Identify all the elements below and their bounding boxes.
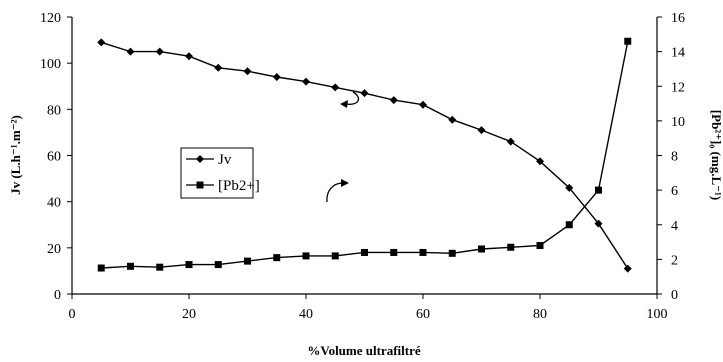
data-point-pb [361,248,368,256]
data-point-jv [477,126,486,135]
arrow-to-right-axis [326,182,344,203]
right-y-tick-label: 0 [671,288,678,303]
data-point-jv [565,183,574,192]
right-y-tick-label: 16 [671,11,685,26]
data-point-pb [448,249,456,257]
right-y-axis-title: [Pb²⁺]₀ (mg.L⁻¹) [709,110,723,200]
x-tick-label: 0 [69,307,76,322]
data-point-jv [214,63,223,72]
right-y-tick-label: 8 [671,150,678,165]
left-y-tick-label: 20 [47,242,61,257]
arrow-to-right-axis-head [341,179,349,187]
legend-marker-pb [196,181,204,189]
left-y-tick-label: 100 [40,57,61,72]
left-y-tick-label: 0 [54,288,61,303]
data-point-jv [448,115,457,124]
right-y-tick-label: 10 [671,115,685,130]
data-point-pb [536,242,544,250]
data-point-pb [127,262,134,270]
right-y-tick-label: 12 [671,80,685,95]
data-point-pb [595,186,602,194]
data-point-pb [507,243,515,251]
data-point-jv [360,89,369,98]
data-point-jv [331,83,340,92]
x-tick-label: 40 [299,307,313,322]
data-point-jv [97,38,106,47]
right-y-tick-label: 6 [671,184,678,199]
legend-box [180,147,254,199]
data-point-pb [273,254,281,262]
right-y-tick-label: 4 [671,219,678,234]
left-y-tick-label: 80 [47,103,61,118]
left-y-axis-title: Jv (L.h⁻¹.m⁻²) [8,115,23,195]
data-point-pb [390,248,398,256]
data-point-jv [185,52,193,61]
data-point-pb [478,245,485,253]
data-point-jv [623,264,632,273]
data-point-jv [419,100,427,109]
data-point-jv [155,47,164,56]
data-point-pb [244,257,251,265]
data-point-jv [594,219,603,228]
data-point-pb [565,221,573,229]
data-point-pb [97,264,105,272]
x-tick-label: 20 [182,307,196,322]
left-y-tick-label: 120 [40,11,61,26]
data-point-jv [536,157,544,166]
legend-label-jv: Jv [218,152,232,168]
data-point-pb [331,252,339,260]
data-point-jv [302,77,310,86]
data-point-pb [624,37,632,45]
data-point-pb [185,261,193,269]
left-y-tick-label: 40 [47,196,61,211]
data-point-jv [389,96,398,105]
x-axis-title: %Volume ultrafiltré [307,343,420,358]
data-point-jv [506,137,515,146]
legend: Jv [Pb2+] [180,147,260,199]
data-point-pb [156,263,164,271]
legend-label-pb: [Pb2+] [218,178,260,194]
right-y-tick-label: 14 [671,46,685,61]
series-line-pb [101,41,629,269]
arrow-to-left-axis-head [340,100,348,108]
series-line-jv [101,41,629,269]
data-point-jv [126,47,135,56]
x-tick-label: 100 [647,307,668,322]
series-layer [97,37,632,273]
data-point-jv [243,67,252,76]
arrow-to-left-axis [345,91,360,105]
left-y-tick-label: 60 [47,150,61,165]
legend-marker-jv [196,155,204,163]
data-point-pb [302,252,310,260]
x-tick-label: 60 [416,307,430,322]
right-y-tick-label: 2 [671,253,678,268]
x-tick-label: 80 [533,307,547,322]
data-point-pb [214,261,222,269]
data-point-pb [419,248,427,256]
data-point-jv [272,73,281,82]
